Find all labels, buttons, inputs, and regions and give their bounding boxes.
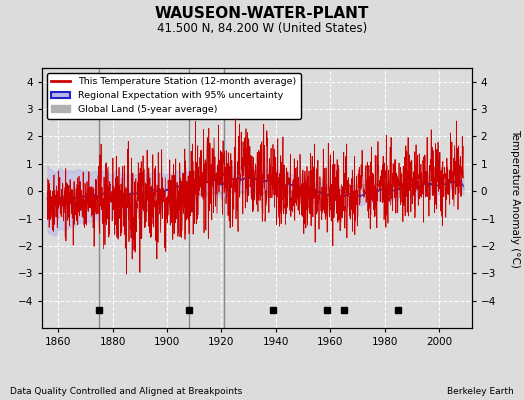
Text: 41.500 N, 84.200 W (United States): 41.500 N, 84.200 W (United States) [157, 22, 367, 35]
Y-axis label: Temperature Anomaly (°C): Temperature Anomaly (°C) [510, 128, 520, 268]
Text: Data Quality Controlled and Aligned at Breakpoints: Data Quality Controlled and Aligned at B… [10, 387, 243, 396]
Text: WAUSEON-WATER-PLANT: WAUSEON-WATER-PLANT [155, 6, 369, 21]
Text: Berkeley Earth: Berkeley Earth [447, 387, 514, 396]
